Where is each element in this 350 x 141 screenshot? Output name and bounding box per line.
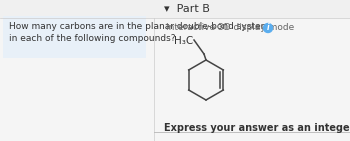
Text: Express your answer as an integer.: Express your answer as an integer. xyxy=(164,123,350,133)
Text: H₃C: H₃C xyxy=(174,36,193,46)
Text: How many carbons are in the planar double-bond system
in each of the following c: How many carbons are in the planar doubl… xyxy=(9,22,270,43)
FancyBboxPatch shape xyxy=(3,16,146,58)
Text: i: i xyxy=(267,24,269,32)
Text: ▾  Part B: ▾ Part B xyxy=(164,4,210,14)
Circle shape xyxy=(264,24,273,32)
Text: Interactive 3D display mode: Interactive 3D display mode xyxy=(166,23,294,32)
FancyBboxPatch shape xyxy=(0,0,350,18)
